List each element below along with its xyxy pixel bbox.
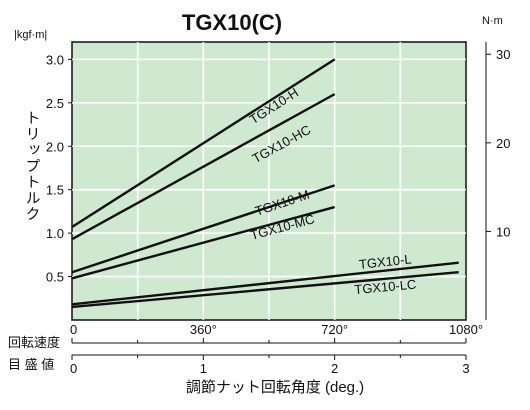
scale-axis-ticks: 0 1 2 3 xyxy=(70,355,470,376)
x-axis-label: 調節ナット回転角度 (deg.) xyxy=(186,378,364,396)
right-unit-label: N·m xyxy=(482,15,503,27)
angle-tick-label: 720° xyxy=(321,322,348,337)
series-line xyxy=(71,184,336,274)
series-line xyxy=(71,58,336,229)
scale-tick-label: 1 xyxy=(200,361,207,376)
series-line xyxy=(71,271,459,309)
y-axis-label: トリップトルク xyxy=(24,110,41,222)
chart-title: TGX10(C) xyxy=(182,10,282,35)
series-line xyxy=(71,93,336,241)
angle-axis-ticks: 0 360° 720° 1080° xyxy=(70,322,483,343)
right-axis-ticks: 10 20 30 xyxy=(486,47,510,239)
right-tick-label: 30 xyxy=(496,47,510,62)
left-axis-ticks: 0.5 1.0 1.5 2.0 2.5 3.0 xyxy=(46,52,72,285)
y-tick-label: 2.5 xyxy=(46,96,64,111)
series-label: TGX10-L xyxy=(358,251,412,272)
left-unit-label: |kgf·m| xyxy=(14,29,47,41)
scale-tick-label: 2 xyxy=(331,361,338,376)
angle-tick-label: 1080° xyxy=(449,322,483,337)
series-label: TGX10-LC xyxy=(354,277,417,297)
y-tick-label: 3.0 xyxy=(46,52,64,67)
y-tick-label: 1.5 xyxy=(46,183,64,198)
series-line xyxy=(71,261,459,306)
row-label-speed: 回転速度 xyxy=(8,335,60,350)
scale-tick-label: 0 xyxy=(70,361,77,376)
y-tick-label: 2.0 xyxy=(46,139,64,154)
angle-tick-label: 0 xyxy=(70,322,77,337)
right-tick-label: 20 xyxy=(496,136,510,151)
scale-tick-label: 3 xyxy=(462,361,469,376)
y-tick-label: 1.0 xyxy=(46,226,64,241)
series-line xyxy=(71,205,335,280)
y-tick-label: 0.5 xyxy=(46,270,64,285)
right-tick-label: 10 xyxy=(496,224,510,239)
row-label-scale: 目 盛 値 xyxy=(8,357,54,372)
angle-tick-label: 360° xyxy=(190,322,217,337)
